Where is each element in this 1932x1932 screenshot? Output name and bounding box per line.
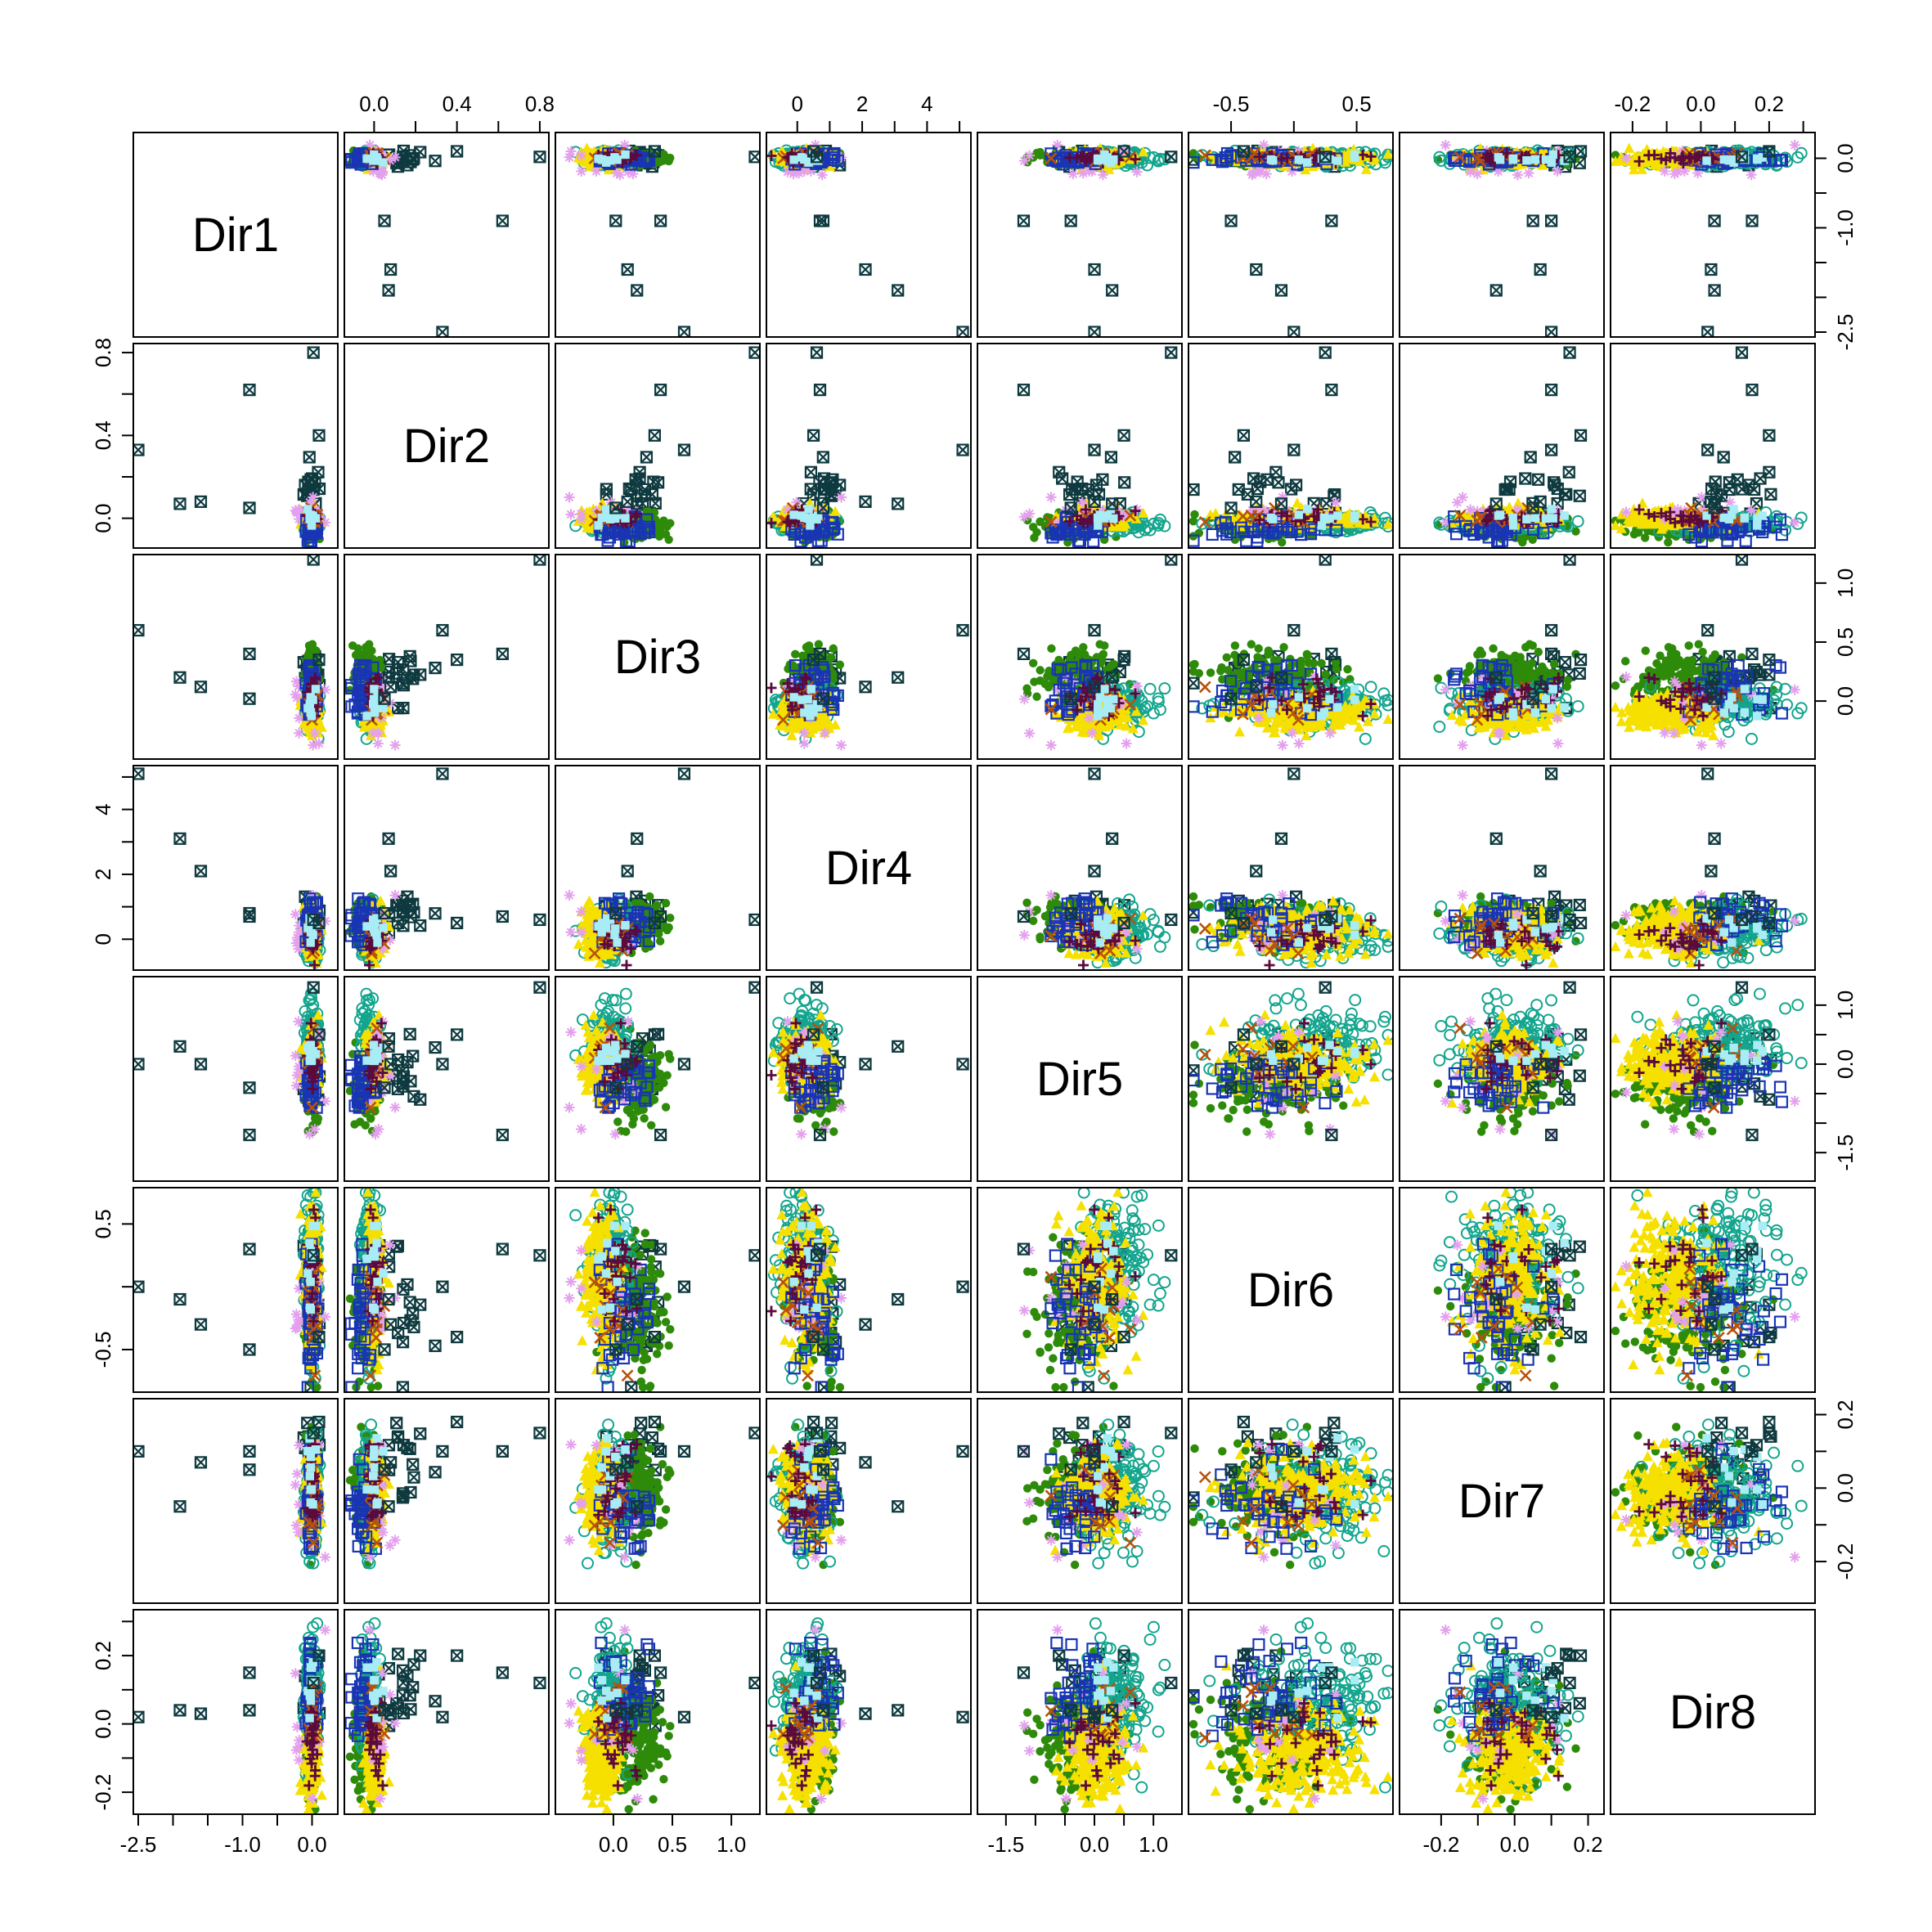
panel-Dir1-vs-Dir4: [766, 133, 972, 338]
data-point: [378, 167, 389, 177]
data-point: [1496, 155, 1504, 164]
data-point: [1753, 155, 1761, 164]
data-point: [1087, 166, 1098, 177]
data-point: [370, 155, 378, 164]
data-point: [1295, 155, 1303, 164]
data-point: [782, 167, 793, 177]
data-point: [1549, 151, 1557, 159]
data-point: [576, 166, 586, 177]
data-point: [1333, 156, 1341, 164]
data-point: [621, 151, 629, 159]
data-point: [1096, 155, 1104, 164]
data-point: [663, 154, 671, 162]
data-point: [591, 166, 602, 177]
panel-Dir1-vs-Dir2: [344, 133, 549, 338]
data-point: [598, 155, 606, 164]
data-point: [1036, 148, 1044, 156]
panel-Dir1-vs-Dir6: [1188, 133, 1394, 338]
panel-Dir2-vs-Dir1: [133, 344, 339, 548]
data-point: [1728, 155, 1736, 164]
data-point: [1509, 155, 1517, 164]
data-point: [1531, 155, 1539, 164]
panel-Dir1-vs-Dir8: [1611, 133, 1816, 338]
data-point: [789, 155, 798, 164]
data-point: [1673, 167, 1683, 177]
data-point: [1542, 155, 1550, 164]
data-point: [1109, 155, 1117, 164]
data-point: [576, 151, 586, 161]
panel-Dir1-vs-Dir5: [977, 133, 1182, 338]
panels-layer: [133, 133, 1816, 1814]
data-point: [1350, 151, 1359, 159]
data-point: [1522, 156, 1530, 164]
data-point: [1303, 158, 1311, 166]
data-point: [611, 155, 619, 164]
data-point: [1702, 156, 1710, 164]
panel-Dir1-vs-Dir7: [1400, 133, 1604, 338]
data-point: [566, 146, 577, 157]
data-point: [1552, 166, 1563, 177]
panel-Dir1-vs-Dir3: [555, 133, 761, 338]
data-point: [1269, 156, 1277, 164]
